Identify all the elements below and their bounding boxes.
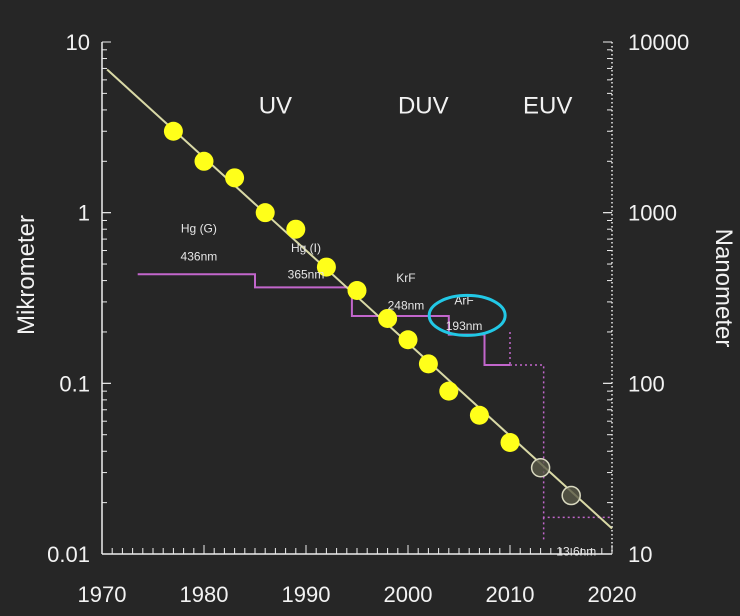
y-left-tick-label: 1 (78, 201, 90, 226)
y-right-tick-label: 1000 (628, 201, 677, 226)
data-point-hollow (561, 485, 581, 506)
arf-highlight-ring (427, 293, 507, 337)
x-tick-label: 2000 (384, 582, 433, 607)
y-left-tick-label: 0.01 (47, 542, 90, 567)
wavelength-step-line (137, 273, 510, 367)
band-label: UV (259, 93, 292, 120)
y-axis-label-right: Nanometer (710, 229, 737, 348)
data-point (255, 203, 275, 223)
wavelength-label: 436nm (181, 250, 218, 264)
data-point (316, 257, 336, 277)
data-point (194, 151, 214, 171)
y-left-tick-label: 0.1 (59, 371, 90, 396)
x-tick-label: 1980 (180, 582, 229, 607)
wavelength-label: 193nm (446, 319, 483, 333)
data-point (398, 330, 418, 350)
data-point (418, 354, 438, 374)
wavelength-label: 13.6nm (556, 544, 596, 558)
x-tick-label: 1990 (282, 582, 331, 607)
data-points (163, 121, 581, 506)
data-point (500, 433, 520, 453)
wavelength-label: 248nm (388, 298, 425, 312)
band-label: EUV (523, 93, 572, 120)
data-point (225, 168, 245, 188)
dotted-step-euv (510, 364, 612, 519)
wavelength-label: 365nm (288, 268, 325, 282)
x-tick-label: 1970 (78, 582, 127, 607)
wavelength-label: KrF (396, 271, 415, 285)
data-point (163, 121, 183, 141)
data-point (439, 381, 459, 401)
y-left-tick-label: 10 (66, 30, 90, 55)
y-right-tick-label: 10 (628, 542, 652, 567)
data-point-hollow (530, 458, 551, 478)
y-axis-label-left: Mikrometer (13, 215, 40, 335)
wavelength-label: Hg (I) (291, 241, 321, 255)
wavelength-steps (137, 273, 612, 540)
data-point (286, 219, 306, 239)
wavelength-label: Hg (G) (181, 221, 217, 235)
y-right-tick-label: 10000 (628, 30, 689, 55)
data-point (378, 308, 398, 328)
x-tick-label: 2010 (486, 582, 535, 607)
data-point (347, 280, 367, 300)
x-tick-label: 2020 (588, 582, 637, 607)
data-point (469, 405, 489, 425)
band-label: DUV (398, 93, 449, 120)
y-right-tick-label: 100 (628, 371, 665, 396)
plot-axes: 1970 1980 1990 2000 2010 2020 0.01 0.1 1 10 10 100 1… (47, 30, 689, 607)
